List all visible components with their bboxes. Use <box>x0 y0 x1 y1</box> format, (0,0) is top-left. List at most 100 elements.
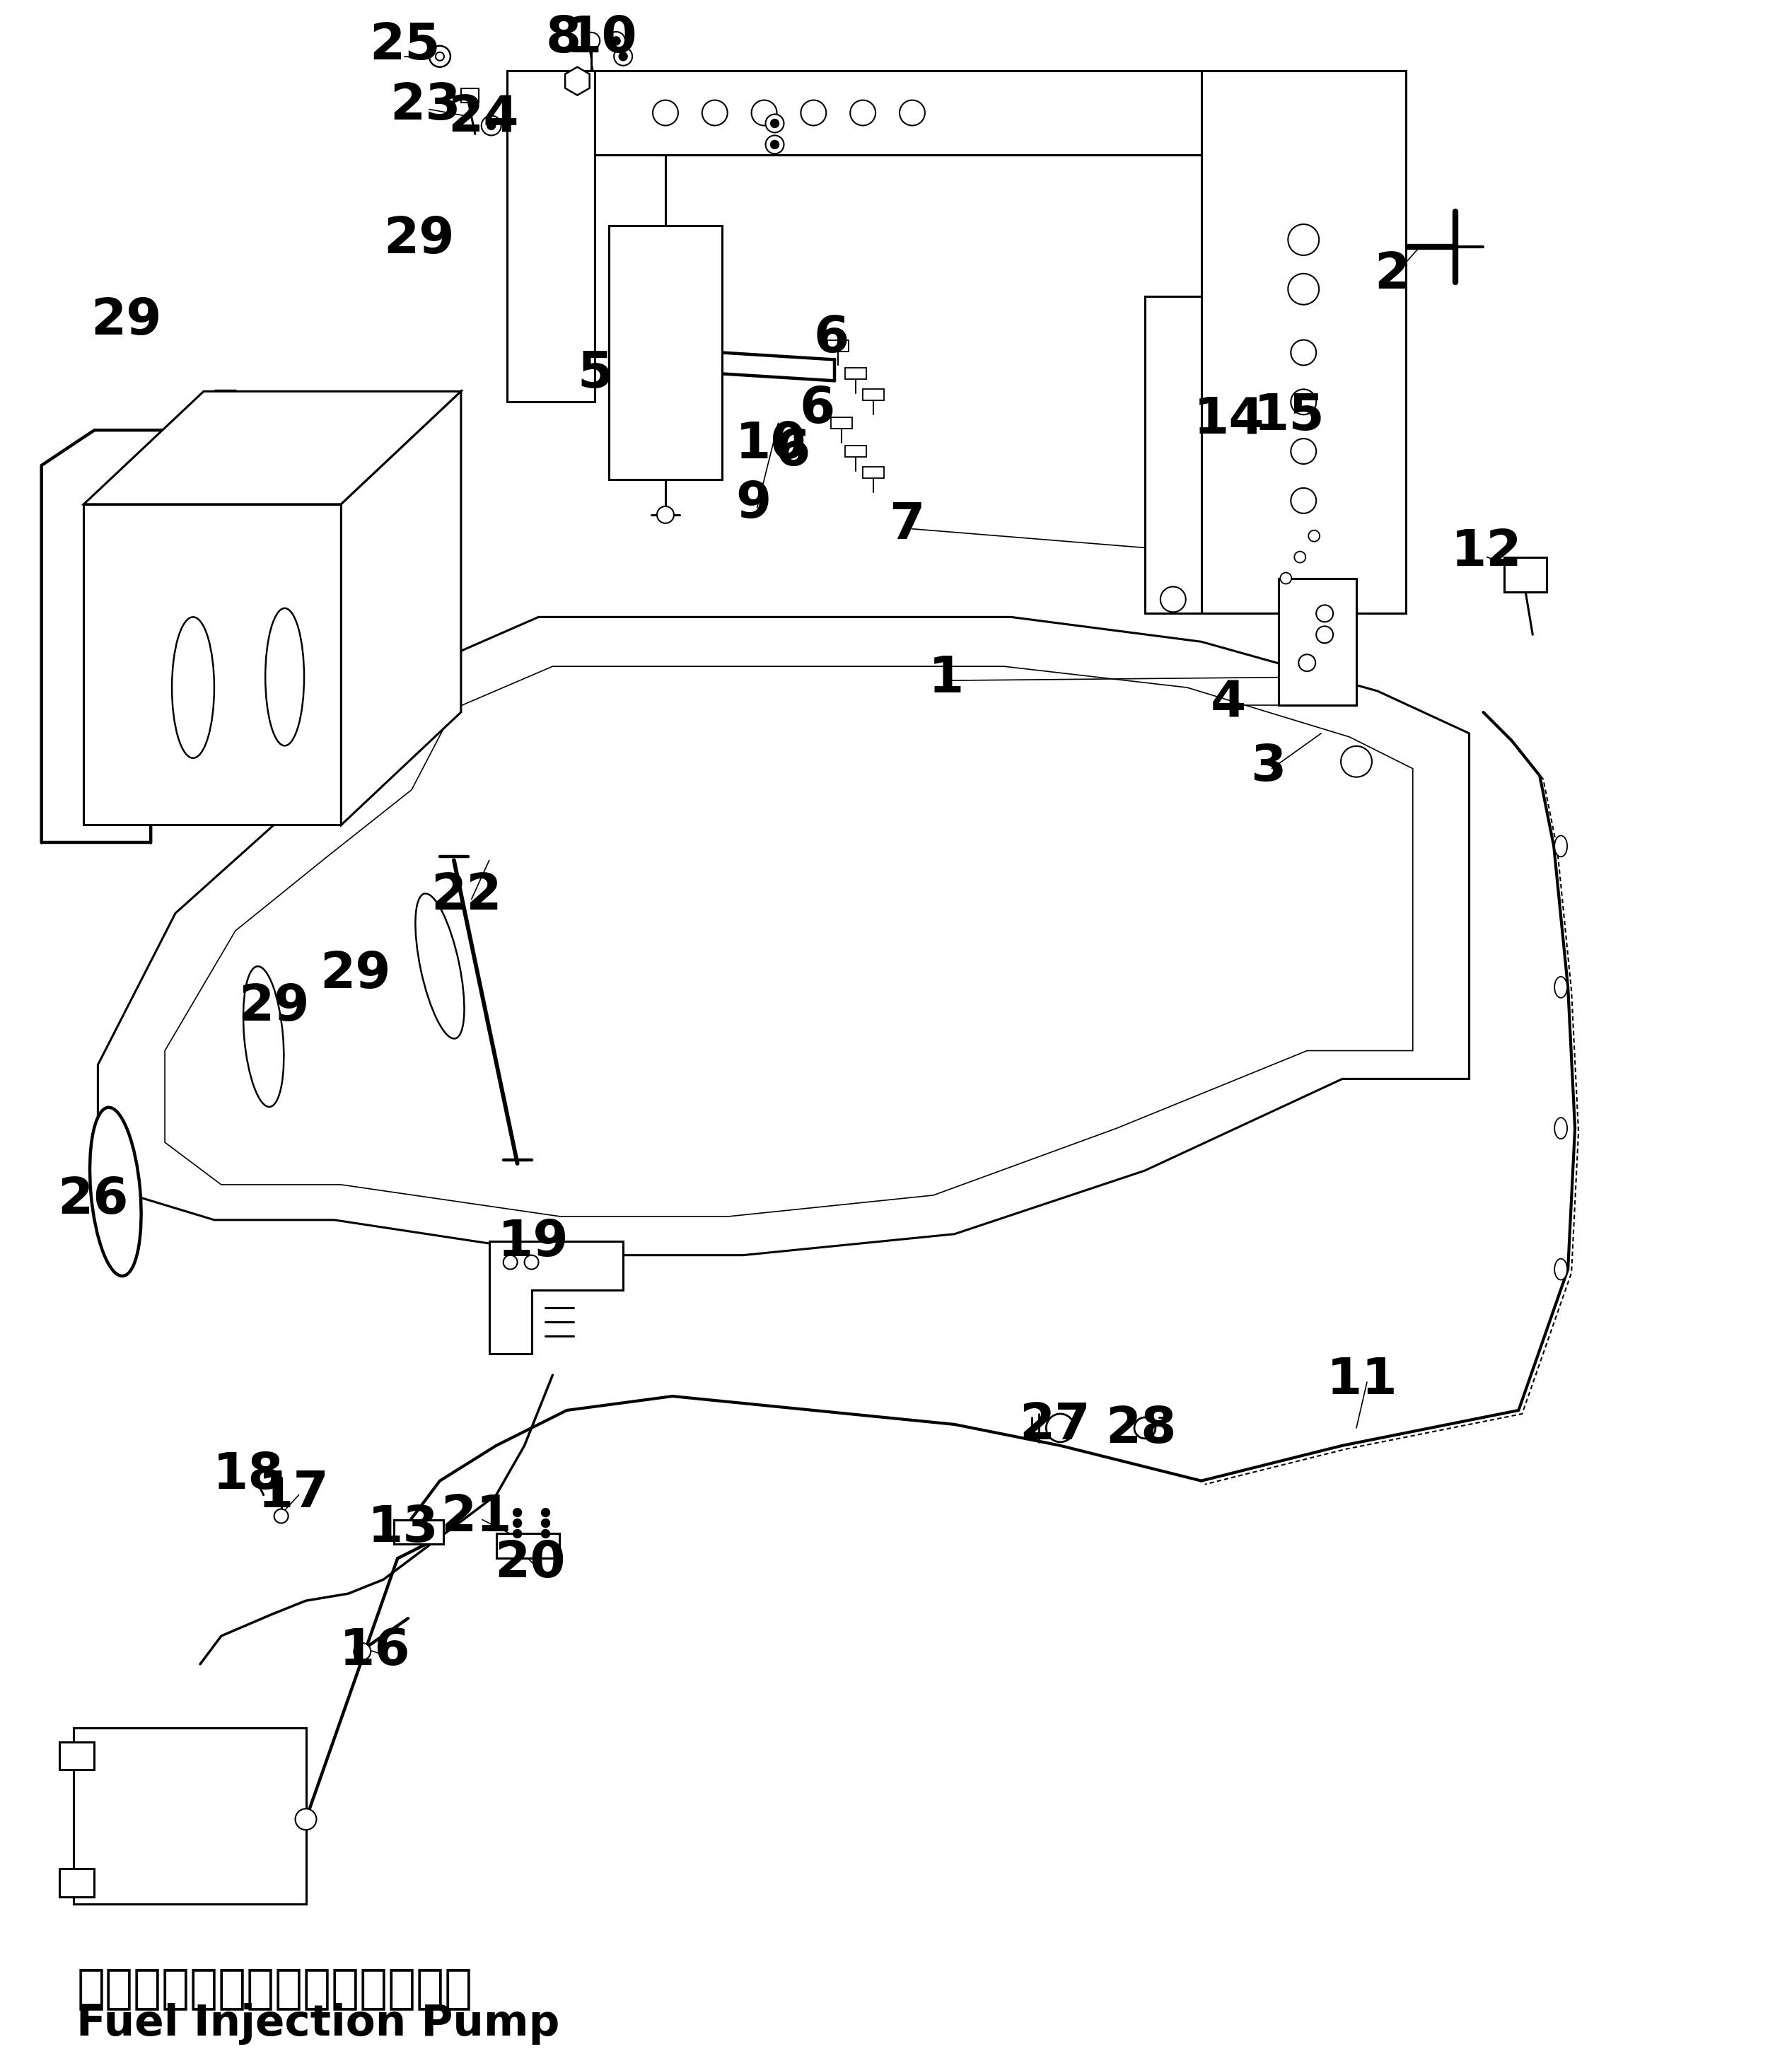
Polygon shape <box>846 447 866 457</box>
Ellipse shape <box>244 967 283 1106</box>
Circle shape <box>541 1518 550 1527</box>
Circle shape <box>513 1508 521 1516</box>
Circle shape <box>1290 340 1315 365</box>
Circle shape <box>1288 275 1319 305</box>
Text: 29: 29 <box>238 984 310 1031</box>
Polygon shape <box>84 391 461 504</box>
Circle shape <box>513 1529 521 1539</box>
Ellipse shape <box>265 609 305 746</box>
Ellipse shape <box>1554 1258 1568 1281</box>
Polygon shape <box>84 504 340 826</box>
Text: 11: 11 <box>1326 1356 1398 1404</box>
Circle shape <box>487 121 496 129</box>
Circle shape <box>771 119 780 127</box>
Circle shape <box>702 100 728 125</box>
Text: 17: 17 <box>258 1469 330 1518</box>
Circle shape <box>541 1529 550 1539</box>
Polygon shape <box>846 369 866 379</box>
Circle shape <box>482 115 502 135</box>
Text: 21: 21 <box>441 1494 513 1543</box>
Circle shape <box>615 47 633 66</box>
Circle shape <box>618 51 627 61</box>
Text: Fuel Injection Pump: Fuel Injection Pump <box>77 2004 559 2045</box>
Circle shape <box>1134 1418 1156 1438</box>
Circle shape <box>513 1518 521 1527</box>
Text: 10: 10 <box>566 14 638 64</box>
Ellipse shape <box>416 893 464 1039</box>
Polygon shape <box>99 617 1469 1256</box>
Circle shape <box>541 1508 550 1516</box>
Polygon shape <box>1201 70 1405 613</box>
Polygon shape <box>1279 578 1357 705</box>
Circle shape <box>353 1643 371 1660</box>
Circle shape <box>1340 746 1373 777</box>
Polygon shape <box>59 1742 95 1770</box>
Text: 25: 25 <box>369 20 441 70</box>
Circle shape <box>1290 488 1315 514</box>
Circle shape <box>1288 223 1319 256</box>
Ellipse shape <box>1554 836 1568 856</box>
Circle shape <box>1047 1414 1075 1442</box>
Ellipse shape <box>172 617 215 758</box>
Text: 7: 7 <box>889 500 925 549</box>
Circle shape <box>1161 586 1186 613</box>
Circle shape <box>504 1256 518 1268</box>
Circle shape <box>1315 604 1333 623</box>
Circle shape <box>765 115 783 133</box>
Polygon shape <box>340 391 461 826</box>
Circle shape <box>1315 627 1333 643</box>
Circle shape <box>1299 654 1315 672</box>
Circle shape <box>658 506 674 522</box>
Circle shape <box>296 1809 317 1830</box>
Polygon shape <box>864 467 883 477</box>
Text: 23: 23 <box>391 82 461 131</box>
Ellipse shape <box>90 1106 142 1277</box>
Text: 10: 10 <box>735 420 806 469</box>
Text: 16: 16 <box>339 1627 410 1676</box>
Text: 15: 15 <box>1254 391 1324 441</box>
Text: 29: 29 <box>91 297 161 344</box>
Text: 6: 6 <box>799 385 835 434</box>
Polygon shape <box>828 340 849 350</box>
Circle shape <box>1279 572 1292 584</box>
Text: 18: 18 <box>213 1451 283 1500</box>
Polygon shape <box>609 225 722 479</box>
Polygon shape <box>1145 297 1201 613</box>
Text: 2: 2 <box>1374 250 1410 299</box>
Text: 9: 9 <box>737 479 771 529</box>
Text: 1: 1 <box>928 654 964 703</box>
Text: 4: 4 <box>1210 678 1245 727</box>
Polygon shape <box>489 1242 624 1354</box>
Polygon shape <box>564 68 590 94</box>
Polygon shape <box>507 70 595 402</box>
Circle shape <box>849 100 876 125</box>
Text: 24: 24 <box>448 94 520 143</box>
Circle shape <box>274 1508 289 1522</box>
Circle shape <box>1290 389 1315 414</box>
Text: 3: 3 <box>1251 744 1287 791</box>
Circle shape <box>525 1256 539 1268</box>
Circle shape <box>801 100 826 125</box>
Circle shape <box>435 51 444 61</box>
Text: 6: 6 <box>774 426 810 475</box>
Text: 6: 6 <box>814 313 849 363</box>
Text: 20: 20 <box>495 1539 566 1588</box>
Text: フェルインジェクションポンプ: フェルインジェクションポンプ <box>77 1965 473 2012</box>
Text: 13: 13 <box>367 1504 439 1553</box>
Circle shape <box>751 100 778 125</box>
Polygon shape <box>831 418 853 428</box>
Polygon shape <box>73 1727 306 1904</box>
Polygon shape <box>461 88 478 102</box>
Text: 8: 8 <box>545 14 581 64</box>
Polygon shape <box>496 1535 559 1559</box>
Text: 12: 12 <box>1452 529 1523 576</box>
Ellipse shape <box>1554 1117 1568 1139</box>
Circle shape <box>900 100 925 125</box>
Circle shape <box>1290 438 1315 463</box>
Text: 29: 29 <box>319 951 391 1000</box>
Circle shape <box>652 100 677 125</box>
Circle shape <box>611 37 620 45</box>
Text: 19: 19 <box>498 1217 570 1266</box>
Circle shape <box>582 33 600 49</box>
Text: 26: 26 <box>57 1176 129 1225</box>
